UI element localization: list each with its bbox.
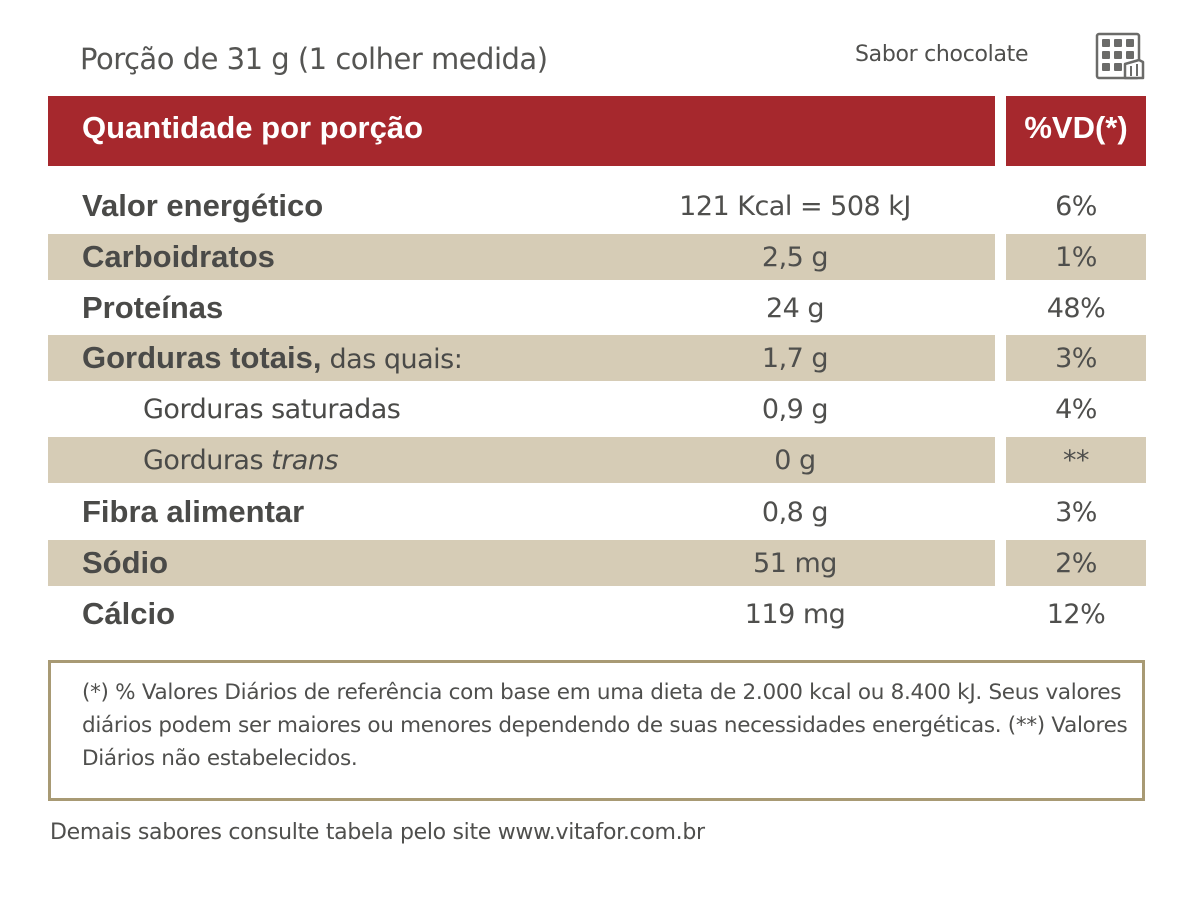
nutrient-name: Sódio [82, 545, 169, 580]
nutrient-name: Valor energético [82, 188, 324, 223]
table-row: Valor energético 121 Kcal = 508 kJ 6% [0, 183, 1200, 229]
nutrient-name: Fibra alimentar [82, 494, 305, 529]
vd-header-bar [1006, 96, 1146, 166]
nutrient-amount: 121 Kcal = 508 kJ [679, 191, 911, 222]
chocolate-bar-icon [1095, 32, 1145, 80]
table-row: Carboidratos 2,5 g 1% [0, 234, 1200, 280]
nutrient-vd: 4% [1055, 394, 1097, 425]
nutrient-amount: 2,5 g [761, 242, 829, 273]
nutrient-name: Proteínas [82, 290, 224, 325]
nutrient-name: Cálcio [82, 596, 176, 631]
nutrient-name: Carboidratos [82, 239, 275, 274]
table-row: Gorduras saturadas 0,9 g 4% [0, 386, 1200, 432]
nutrient-amount: 24 g [765, 293, 825, 324]
table-row: Proteínas 24 g 48% [0, 285, 1200, 331]
header-bar [48, 96, 995, 166]
footnote-text: (*) % Valores Diários de referência com … [82, 680, 1128, 771]
nutrient-name-main: Gorduras totais, [82, 340, 322, 375]
table-row: Gorduras trans 0 g ** [0, 437, 1200, 483]
nutrient-name-main: Gorduras [143, 445, 272, 476]
nutrient-amount: 119 mg [744, 599, 846, 630]
table-row: Fibra alimentar 0,8 g 3% [0, 489, 1200, 535]
footnote-box [48, 660, 1145, 801]
nutrient-name-suffix: das quais: [321, 344, 463, 375]
nutrient-vd: 12% [1046, 599, 1106, 630]
bottom-note: Demais sabores consulte tabela pelo site… [50, 820, 705, 845]
nutrient-vd: 48% [1046, 293, 1106, 324]
nutrient-name-italic: trans [271, 445, 339, 476]
table-row: Sódio 51 mg 2% [0, 540, 1200, 586]
nutrient-vd: 3% [1055, 343, 1097, 374]
nutrient-name: Gorduras totais, das quais: [82, 340, 463, 376]
nutrient-vd: 1% [1055, 242, 1097, 273]
nutrient-amount: 0,8 g [761, 497, 829, 528]
nutrient-amount: 0,9 g [761, 394, 829, 425]
nutrient-vd: ** [1063, 445, 1090, 476]
flavor-label: Sabor chocolate [855, 42, 1029, 67]
table-title: Quantidade por porção [82, 110, 424, 145]
nutrient-amount: 0 g [774, 445, 816, 476]
nutrient-amount: 51 mg [753, 548, 837, 579]
nutrient-vd: 6% [1055, 191, 1097, 222]
nutrient-vd: 2% [1055, 548, 1097, 579]
table-row: Gorduras totais, das quais: 1,7 g 3% [0, 335, 1200, 381]
portion-size: Porção de 31 g (1 colher medida) [80, 42, 548, 76]
nutrient-amount: 1,7 g [761, 343, 829, 374]
vd-header: %VD(*) [1024, 110, 1128, 145]
nutrient-name: Gorduras trans [143, 445, 339, 476]
table-row: Cálcio 119 mg 12% [0, 591, 1200, 637]
nutrient-name: Gorduras saturadas [143, 394, 401, 425]
nutrient-vd: 3% [1055, 497, 1097, 528]
